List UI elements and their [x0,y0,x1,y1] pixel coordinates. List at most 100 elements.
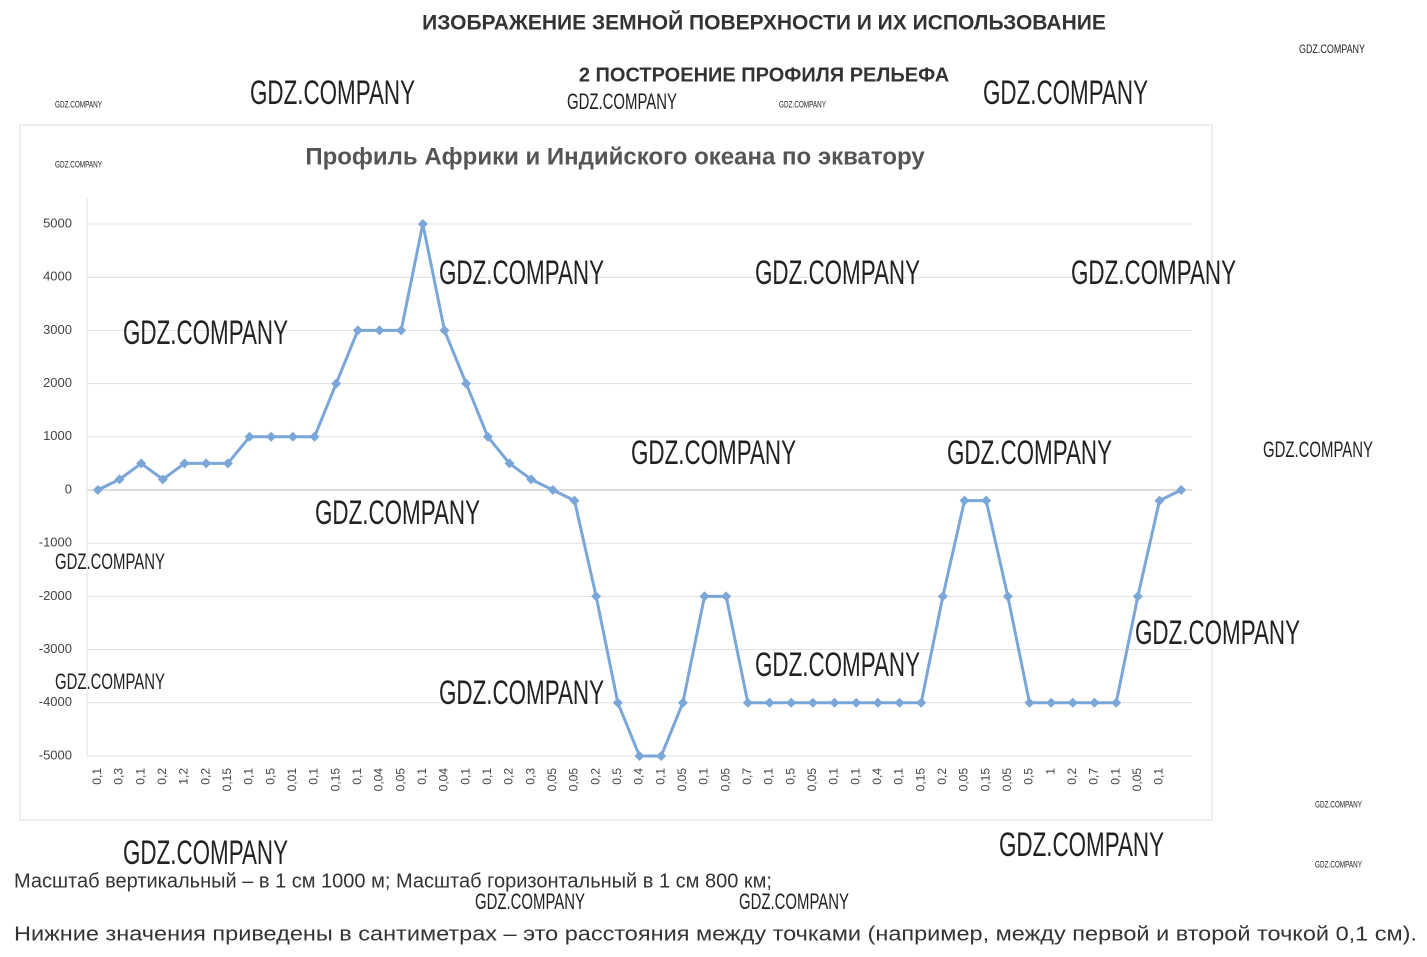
marker [1002,591,1013,602]
x-tick-label: 0,5 [263,768,277,785]
note: Масштаб вертикальный – в 1 см 1000 м; Ма… [14,870,772,892]
x-tick-label: 0,3 [523,768,537,785]
marker [92,485,103,495]
y-tick-label: -5000 [39,747,72,762]
marker [872,697,883,708]
x-tick-label: 0,1 [458,768,472,785]
y-tick-label: 1000 [43,428,72,443]
marker [1154,495,1165,506]
marker [1132,591,1143,602]
marker [287,431,298,442]
marker [179,458,190,469]
marker [1067,697,1078,708]
marker [157,474,168,485]
watermark: GDZ.COMPANY [755,254,920,292]
watermark: GDZ.COMPANY [315,494,480,532]
watermark: GDZ.COMPANY [1299,42,1365,56]
watermark: GDZ.COMPANY [439,254,604,292]
y-tick-label: 0 [65,481,72,496]
marker [851,697,862,708]
x-tick-label: 0,2 [935,768,949,785]
x-tick-label: 0,1 [697,768,711,785]
x-tick-label: 0,1 [480,768,494,785]
marker [1089,697,1100,708]
marker [634,751,645,761]
marker [266,431,277,442]
marker [721,591,732,602]
x-tick-label: 0,05 [718,768,732,792]
marker [894,697,905,708]
x-tick-label: 0,2 [198,768,212,785]
marker [677,697,688,708]
marker [526,474,537,485]
x-tick-label: 0,2 [502,768,516,785]
marker [136,458,147,469]
marker [309,431,320,442]
x-tick-label: 1 [1043,768,1057,775]
x-tick-label: 0,5 [1022,768,1036,785]
watermark: GDZ.COMPANY [1135,614,1300,652]
x-tick-label: 0,2 [155,768,169,785]
marker [569,495,580,506]
marker [374,325,385,336]
x-tick-label: 0,1 [892,768,906,785]
marker [959,495,970,506]
watermark: GDZ.COMPANY [123,834,288,872]
marker [331,378,342,389]
marker [201,458,212,469]
x-tick-label: 0,01 [285,768,299,792]
watermark: GDZ.COMPANY [999,826,1164,864]
x-tick-label: 0,05 [545,768,559,792]
x-tick-label: 0,1 [1108,768,1122,785]
watermark: GDZ.COMPANY [439,674,604,712]
marker [742,697,753,708]
x-tick-label: 0,05 [675,768,689,792]
x-tick-label: 0,15 [220,768,234,792]
chart-frame [19,124,1213,821]
marker [916,697,927,708]
x-tick-label: 0,1 [1152,768,1166,785]
x-tick-label: 0,05 [1130,768,1144,792]
x-tick-label: 0,1 [133,768,147,785]
marker [612,697,623,708]
x-tick-label: 0,1 [653,768,667,785]
watermark: GDZ.COMPANY [947,434,1112,472]
marker [482,431,493,442]
x-tick-label: 0,1 [90,768,104,785]
marker [1024,697,1035,708]
marker [981,495,992,506]
x-tick-label: 0,2 [588,768,602,785]
marker [699,591,710,602]
x-tick-label: 0,1 [350,768,364,785]
y-tick-label: 5000 [43,215,72,230]
y-tick-label: 2000 [43,375,72,390]
x-tick-label: 0,7 [1087,768,1101,785]
y-tick-label: -3000 [39,641,72,656]
watermark: GDZ.COMPANY [475,889,585,914]
watermark: GDZ.COMPANY [123,314,288,352]
watermark: GDZ.COMPANY [755,646,920,684]
y-tick-label: 3000 [43,322,72,337]
x-tick-label: 0,1 [307,768,321,785]
marker [352,325,363,336]
x-tick-label: 0,1 [762,768,776,785]
watermark: GDZ.COMPANY [1315,859,1362,869]
note: Нижние значения приведены в сантиметрах … [14,923,1417,945]
watermark: GDZ.COMPANY [55,669,165,694]
x-tick-label: 0,1 [415,768,429,785]
marker [114,474,125,485]
marker [1046,697,1057,708]
marker [807,697,818,708]
watermark: GDZ.COMPANY [55,549,165,574]
x-tick-label: 0,05 [567,768,581,792]
x-tick-label: 0,5 [783,768,797,785]
marker [1111,697,1122,708]
marker [222,458,233,469]
x-tick-label: 0,05 [1000,768,1014,792]
marker [439,325,450,336]
marker [656,751,667,761]
x-tick-label: 0,05 [393,768,407,792]
marker [764,697,775,708]
watermark: GDZ.COMPANY [1315,799,1362,809]
